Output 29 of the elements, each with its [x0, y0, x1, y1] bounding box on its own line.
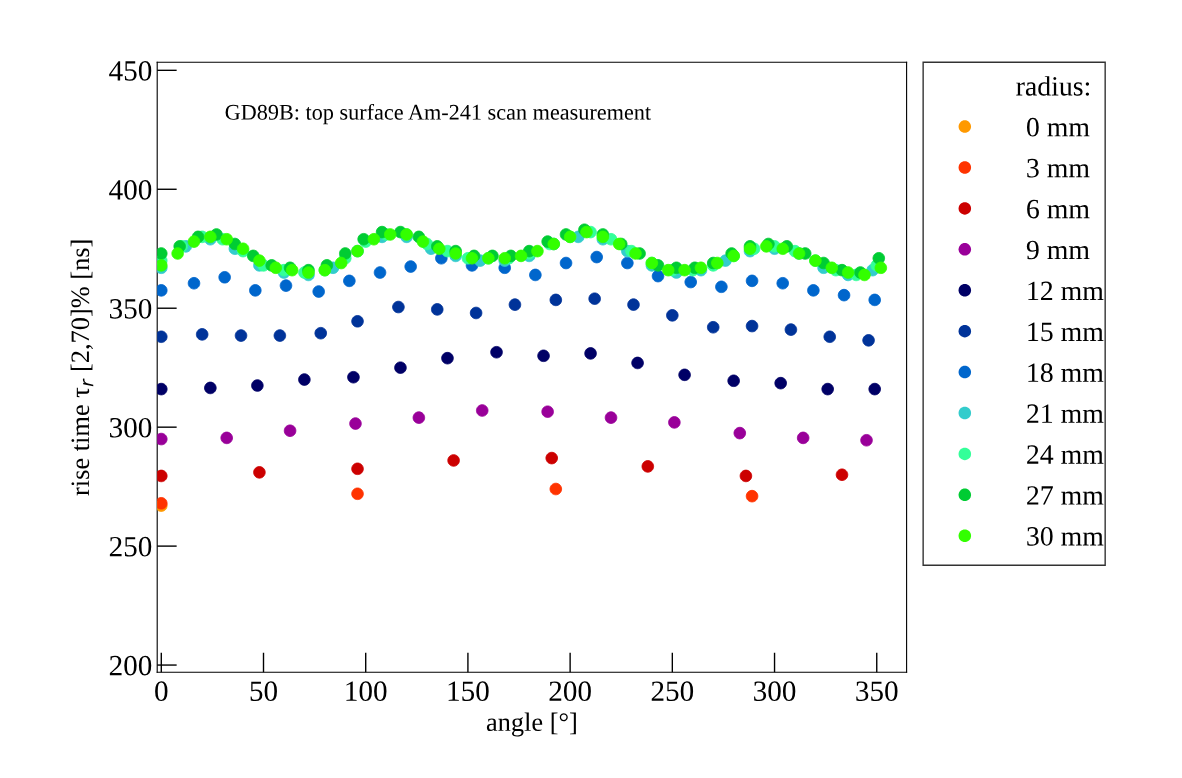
x-tick-label: 200 — [549, 681, 591, 702]
x-tick-label: 250 — [651, 681, 694, 702]
x-tick-label: 150 — [448, 681, 489, 702]
y-axis-title: rise time τ$_{r}$ [2,70]% [ns] — [70, 240, 94, 496]
x-tick-label: 350 — [856, 681, 898, 702]
y-tick-label: 350 — [109, 298, 152, 319]
y-tick-label: 200 — [109, 655, 152, 676]
x-tick-label: 0 — [155, 681, 168, 702]
y-tick-label: 300 — [109, 417, 152, 438]
legend-title: radius: — [1016, 76, 1090, 96]
x-axis-title: angle [°] — [486, 712, 576, 737]
legend-label: 21 mm — [1027, 404, 1104, 423]
legend-label: 9 mm — [1026, 240, 1090, 260]
legend-label: 15 mm — [1028, 322, 1104, 342]
legend-label: 27 mm — [1027, 486, 1104, 505]
x-tick-label: 50 — [250, 681, 277, 702]
legend-label: 3 mm — [1027, 158, 1090, 178]
legend-label: 24 mm — [1027, 445, 1104, 464]
legend-label: 30 mm — [1027, 527, 1104, 546]
x-tick-label: 100 — [346, 681, 387, 702]
legend-label: 18 mm — [1028, 363, 1104, 383]
legend-label: 6 mm — [1027, 199, 1090, 219]
annotation: GD89B: top surface Am-241 scan measurement — [225, 103, 651, 125]
y-tick-label: 400 — [109, 180, 152, 200]
x-tick-label: 300 — [754, 681, 796, 702]
legend-label: 0 mm — [1026, 117, 1090, 137]
y-tick-label: 450 — [109, 61, 152, 81]
y-tick-label: 250 — [109, 536, 152, 557]
legend-label: 12 mm — [1028, 281, 1104, 300]
